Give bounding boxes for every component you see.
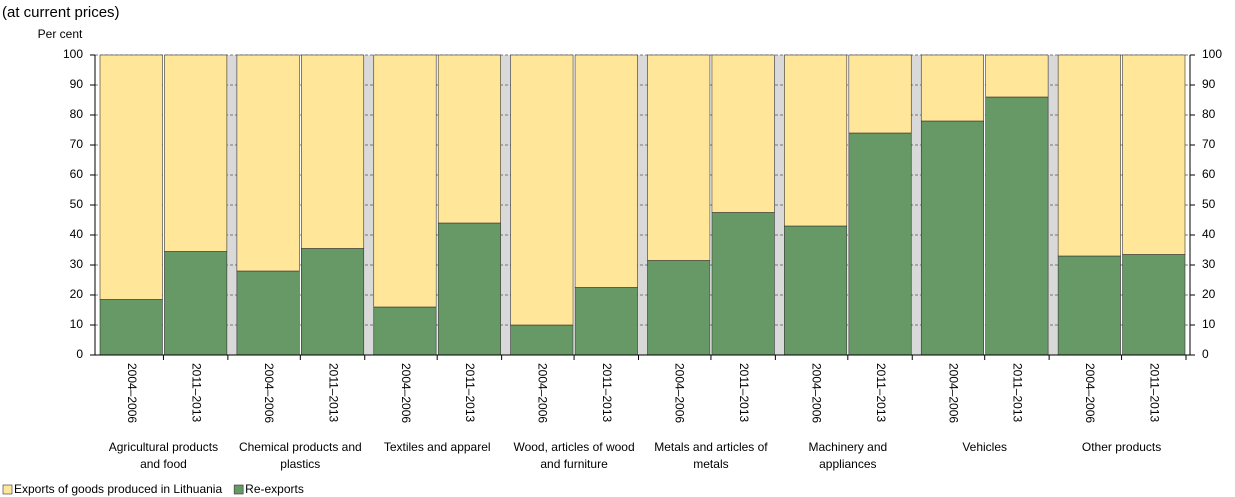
y2-tick-label: 70 — [1202, 137, 1216, 151]
x-tick-label: 2004–2006 — [536, 363, 550, 423]
bar-segment — [164, 251, 228, 356]
y-tick-label: 100 — [63, 47, 83, 61]
x-tick-label: 2011–2013 — [1011, 363, 1025, 423]
legend-label: Exports of goods produced in Lithuania — [14, 482, 222, 496]
bar-segment — [711, 212, 775, 356]
bar-segment — [373, 54, 437, 308]
bar-segment — [373, 306, 437, 356]
group-label: appliances — [819, 457, 876, 471]
y-axis-label: Per cent — [38, 27, 83, 41]
y2-tick-label: 50 — [1202, 197, 1216, 211]
y2-tick-label: 30 — [1202, 257, 1216, 271]
y2-tick-label: 60 — [1202, 167, 1216, 181]
bar-segment — [99, 54, 163, 300]
group-label: Textiles and apparel — [384, 440, 491, 454]
x-tick-label: 2011–2013 — [600, 363, 614, 423]
bar-segment — [784, 54, 848, 227]
y-tick-label: 60 — [70, 167, 84, 181]
group-label: and furniture — [540, 457, 608, 471]
group-label: metals — [693, 457, 728, 471]
x-tick-label: 2004–2006 — [946, 363, 960, 423]
x-tick-label: 2011–2013 — [326, 363, 340, 423]
x-tick-label: 2004–2006 — [399, 363, 413, 423]
bar-segment — [437, 222, 501, 356]
bar-segment — [985, 54, 1049, 98]
y-tick-label: 30 — [70, 257, 84, 271]
bar-segment — [848, 132, 912, 356]
bar-segment — [985, 96, 1049, 356]
bar-segment — [236, 270, 300, 356]
y-tick-label: 10 — [70, 317, 84, 331]
bar-segment — [510, 324, 574, 356]
bar-segment — [647, 54, 711, 261]
group-label: Metals and articles of — [654, 440, 768, 454]
x-tick-label: 2004–2006 — [262, 363, 276, 423]
y-tick-label: 80 — [70, 107, 84, 121]
bar-segment — [236, 54, 300, 272]
bar-segment — [920, 54, 984, 122]
y-tick-label: 20 — [70, 287, 84, 301]
bar-segment — [848, 54, 912, 134]
y2-tick-label: 10 — [1202, 317, 1216, 331]
bar-segment — [920, 120, 984, 356]
legend-swatch — [233, 484, 244, 495]
y2-tick-label: 80 — [1202, 107, 1216, 121]
x-tick-label: 2011–2013 — [874, 363, 888, 423]
group-separator — [1048, 55, 1059, 355]
y2-tick-label: 90 — [1202, 77, 1216, 91]
group-label: Wood, articles of wood — [513, 440, 634, 454]
bar-segment — [784, 225, 848, 356]
group-label: Other products — [1082, 440, 1161, 454]
group-label: Agricultural products — [109, 440, 218, 454]
group-label: Vehicles — [962, 440, 1007, 454]
legend-label: Re-exports — [245, 482, 304, 496]
bar-segment — [574, 287, 638, 356]
bar-segment — [301, 54, 365, 249]
x-tick-label: 2004–2006 — [125, 363, 139, 423]
group-label: Chemical products and — [239, 440, 362, 454]
y-tick-label: 0 — [76, 347, 83, 361]
legend-swatch — [2, 484, 13, 495]
x-tick-label: 2004–2006 — [673, 363, 687, 423]
x-tick-label: 2011–2013 — [463, 363, 477, 423]
bar-segment — [1057, 255, 1121, 356]
group-label: and food — [140, 457, 187, 471]
bar-segment — [99, 299, 163, 356]
x-tick-label: 2011–2013 — [1148, 363, 1162, 423]
y-tick-label: 90 — [70, 77, 84, 91]
bar-segment — [510, 54, 574, 326]
bar-segment — [437, 54, 501, 224]
bar-segment — [1057, 54, 1121, 257]
bar-segment — [164, 54, 228, 252]
chart-title: (at current prices) — [2, 4, 120, 21]
bar-segment — [1122, 54, 1186, 255]
group-label: plastics — [280, 457, 320, 471]
group-separator — [774, 55, 785, 355]
y-tick-label: 70 — [70, 137, 84, 151]
x-tick-label: 2011–2013 — [189, 363, 203, 423]
y2-tick-label: 40 — [1202, 227, 1216, 241]
x-tick-label: 2004–2006 — [1083, 363, 1097, 423]
x-tick-label: 2011–2013 — [737, 363, 751, 423]
y2-tick-label: 0 — [1202, 347, 1209, 361]
bar-segment — [1122, 254, 1186, 356]
bar-segment — [574, 54, 638, 288]
bar-segment — [301, 248, 365, 356]
bar-segment — [711, 54, 775, 213]
y-tick-label: 40 — [70, 227, 84, 241]
group-label: Machinery and — [808, 440, 887, 454]
group-separator — [363, 55, 374, 355]
y2-tick-label: 100 — [1202, 47, 1222, 61]
y2-tick-label: 20 — [1202, 287, 1216, 301]
bar-segment — [647, 260, 711, 356]
y-tick-label: 50 — [70, 197, 84, 211]
x-tick-label: 2004–2006 — [809, 363, 823, 423]
